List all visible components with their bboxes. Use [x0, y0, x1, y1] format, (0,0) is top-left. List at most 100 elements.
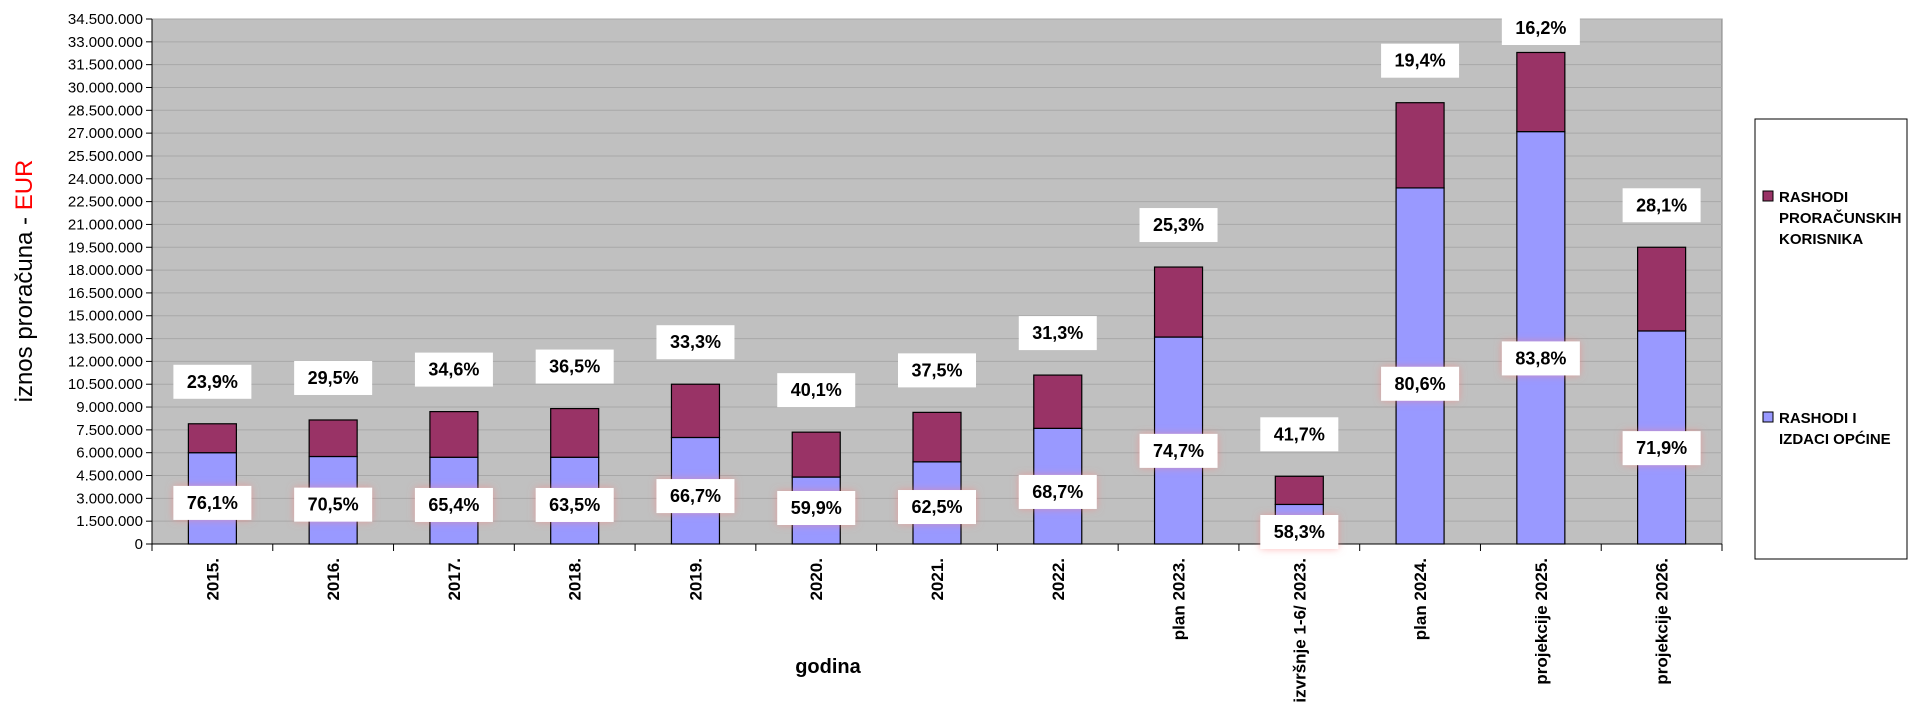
x-tick-label: 2021.	[928, 558, 947, 601]
label-opcine-box	[173, 485, 252, 520]
label-korisnika: 41,7%	[1274, 424, 1325, 444]
label-korisnika-box	[414, 352, 493, 387]
label-opcine-group: 71,9%	[1622, 431, 1701, 466]
bar-rashodi-korisnika	[1274, 475, 1324, 506]
legend-label: IZDACI OPĆINE	[1779, 430, 1891, 448]
y-tick-label: 34.500.000	[68, 11, 143, 28]
label-korisnika-group: 41,7%	[1260, 417, 1339, 452]
label-korisnika-box	[1139, 208, 1218, 243]
label-korisnika-box	[294, 360, 373, 395]
label-opcine-group: 83,8%	[1501, 341, 1580, 376]
y-tick-label: 21.000.000	[68, 216, 143, 233]
label-korisnika: 16,2%	[1515, 18, 1566, 38]
label-opcine-group: 70,5%	[294, 487, 373, 522]
label-korisnika-group: 37,5%	[898, 353, 976, 388]
y-tick-label: 19.500.000	[68, 239, 143, 256]
x-tick-label: 2019.	[686, 558, 705, 601]
bar-rashodi-korisnika	[1153, 266, 1204, 338]
label-opcine-group: 58,3%	[1260, 515, 1339, 549]
y-tick-label: 16.500.000	[68, 285, 143, 302]
label-korisnika-group: 31,3%	[1018, 316, 1097, 351]
x-tick-label: plan 2024.	[1411, 558, 1430, 640]
y-tick-label: 25.500.000	[68, 148, 143, 165]
legend-label: RASHODI	[1779, 189, 1848, 206]
label-opcine-group: 63,5%	[535, 487, 614, 522]
bar-rashodi-korisnika	[1033, 374, 1083, 429]
bar-rashodi-opcine	[1395, 187, 1445, 545]
legend-swatch	[1762, 190, 1774, 202]
label-opcine-group: 65,4%	[414, 487, 493, 522]
label-korisnika: 36,5%	[549, 357, 600, 377]
label-opcine: 59,9%	[791, 498, 842, 518]
label-korisnika-box	[1018, 316, 1097, 351]
label-opcine-group: 68,7%	[1018, 474, 1097, 509]
label-opcine-box	[294, 487, 373, 522]
label-opcine-group: 74,7%	[1139, 433, 1218, 468]
legend-label: PRORAČUNSKIH	[1779, 209, 1902, 227]
label-opcine-box	[1501, 341, 1580, 376]
y-tick-label: 31.500.000	[68, 57, 143, 74]
label-korisnika: 19,4%	[1395, 51, 1446, 71]
y-tick-label: 1.500.000	[76, 513, 143, 530]
label-korisnika: 40,1%	[791, 380, 842, 400]
bar-rashodi-korisnika	[670, 383, 721, 439]
label-korisnika: 37,5%	[911, 360, 962, 380]
legend-label: RASHODI I	[1779, 410, 1857, 427]
label-korisnika-box	[777, 373, 856, 408]
label-opcine-group: 62,5%	[898, 490, 976, 525]
y-tick-label: 22.500.000	[68, 194, 143, 211]
label-korisnika-group: 19,4%	[1381, 43, 1460, 78]
label-korisnika: 34,6%	[428, 360, 479, 380]
bar-rashodi-korisnika	[1516, 51, 1566, 133]
y-tick-label: 0	[135, 536, 143, 553]
label-opcine: 80,6%	[1395, 374, 1446, 394]
label-opcine-box	[1622, 431, 1701, 466]
bar-rashodi-opcine	[1516, 131, 1566, 545]
label-opcine: 76,1%	[187, 493, 238, 513]
legend-box	[1754, 118, 1908, 560]
x-tick-label: projekcije 2026.	[1653, 558, 1672, 685]
label-korisnika-box	[1501, 11, 1580, 45]
y-tick-label: 3.000.000	[76, 490, 143, 507]
y-tick-label: 9.000.000	[76, 399, 143, 416]
label-korisnika-box	[656, 325, 735, 360]
label-opcine-group: 80,6%	[1381, 366, 1460, 401]
y-axis-title-main: iznos proračuna -	[11, 210, 38, 402]
label-opcine: 74,7%	[1153, 441, 1204, 461]
y-tick-label: 24.000.000	[68, 171, 143, 188]
label-korisnika-group: 28,1%	[1622, 188, 1701, 223]
y-tick-label: 28.500.000	[68, 102, 143, 119]
label-korisnika-box	[535, 349, 614, 384]
label-opcine: 83,8%	[1515, 348, 1566, 368]
label-opcine-box	[1260, 515, 1339, 549]
label-korisnika-group: 29,5%	[294, 360, 373, 395]
label-opcine: 65,4%	[428, 495, 479, 515]
y-tick-label: 10.500.000	[68, 376, 143, 393]
label-opcine: 66,7%	[670, 486, 721, 506]
legend: RASHODI PRORAČUNSKIH KORISNIKA RASHODI I IZD…	[1754, 118, 1908, 560]
label-opcine: 62,5%	[911, 497, 962, 517]
bar-rashodi-korisnika	[791, 431, 841, 478]
label-korisnika: 28,1%	[1636, 195, 1687, 215]
label-opcine-box	[414, 487, 493, 522]
label-opcine: 63,5%	[549, 495, 600, 515]
label-korisnika-box	[173, 364, 252, 399]
axes	[146, 18, 1723, 551]
label-korisnika-box	[898, 353, 976, 388]
label-opcine-box	[656, 479, 735, 514]
legend-label: KORISNIKA	[1779, 231, 1863, 248]
y-tick-label: 13.500.000	[68, 331, 143, 348]
y-tick-label: 7.500.000	[76, 422, 143, 439]
bars	[187, 51, 1687, 545]
label-opcine-box	[1139, 433, 1218, 468]
label-korisnika: 29,5%	[308, 368, 359, 388]
label-opcine-box	[535, 487, 614, 522]
label-korisnika-group: 23,9%	[173, 364, 252, 399]
label-korisnika: 33,3%	[670, 332, 721, 352]
label-opcine-group: 59,9%	[777, 491, 856, 525]
x-tick-label: 2022.	[1049, 558, 1068, 601]
label-opcine: 70,5%	[308, 495, 359, 515]
x-tick-label: 2020.	[807, 558, 826, 601]
y-tick-label: 6.000.000	[76, 445, 143, 462]
